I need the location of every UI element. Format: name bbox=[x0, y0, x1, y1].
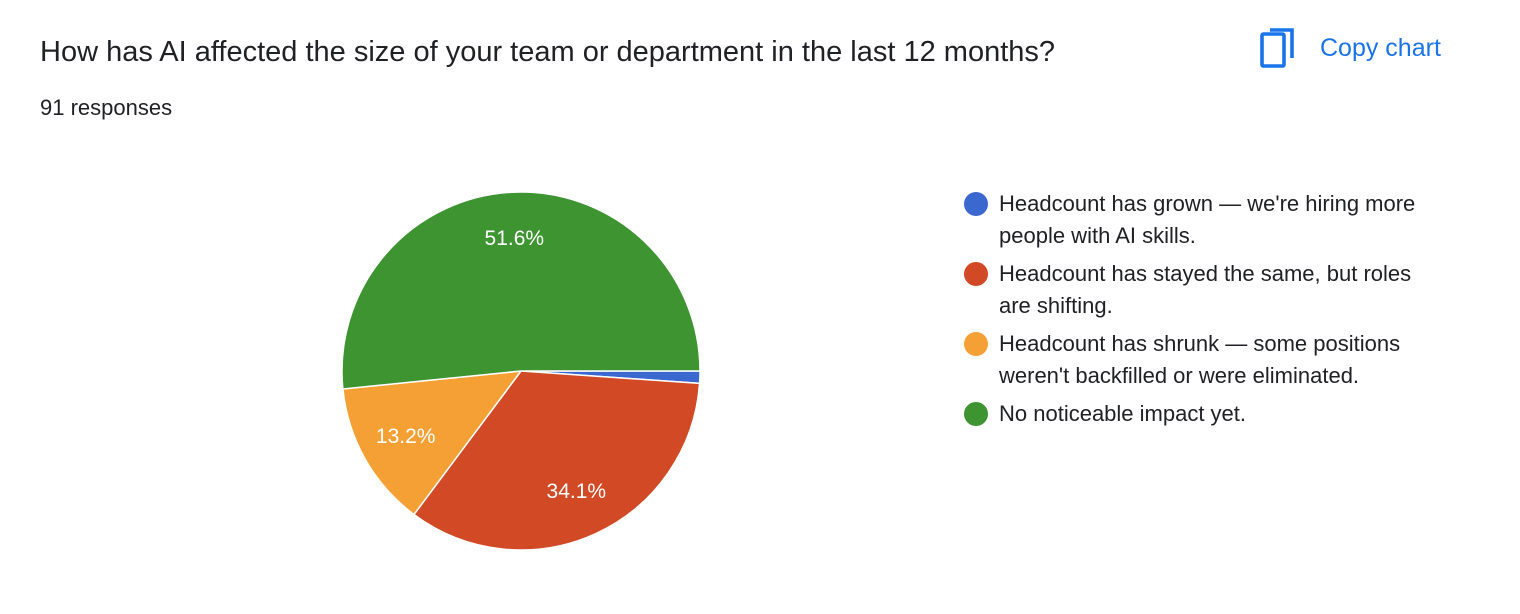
slice-label: 34.1% bbox=[547, 480, 607, 503]
legend-swatch bbox=[964, 332, 988, 356]
pie-slice bbox=[341, 191, 701, 390]
response-count: 91 responses bbox=[40, 95, 173, 120]
pie-slice bbox=[342, 370, 523, 516]
legend-swatch bbox=[964, 262, 988, 286]
legend-label: Headcount has grown — we're hiring more … bbox=[999, 191, 1416, 248]
pie-slice bbox=[520, 370, 701, 385]
copy-chart-button[interactable]: Copy chart bbox=[1258, 24, 1441, 72]
legend-swatch bbox=[964, 192, 988, 216]
legend-item: Headcount has grown — we're hiring more … bbox=[964, 188, 1424, 252]
question-title: How has AI affected the size of your tea… bbox=[40, 36, 1056, 68]
legend-item: No noticeable impact yet. bbox=[964, 398, 1424, 430]
legend-label: Headcount has shrunk — some positions we… bbox=[999, 331, 1401, 388]
legend-label: Headcount has stayed the same, but roles… bbox=[999, 261, 1412, 318]
legend-swatch bbox=[964, 402, 988, 426]
slice-label: 13.2% bbox=[376, 425, 436, 448]
pie-slice bbox=[412, 370, 701, 551]
copy-icon bbox=[1260, 28, 1294, 68]
legend-label: No noticeable impact yet. bbox=[999, 401, 1247, 426]
legend-item: Headcount has stayed the same, but roles… bbox=[964, 258, 1424, 322]
legend-item: Headcount has shrunk — some positions we… bbox=[964, 328, 1424, 392]
copy-chart-label: Copy chart bbox=[1320, 33, 1441, 62]
chart-legend: Headcount has grown — we're hiring more … bbox=[964, 188, 1424, 436]
slice-label: 51.6% bbox=[485, 227, 545, 250]
